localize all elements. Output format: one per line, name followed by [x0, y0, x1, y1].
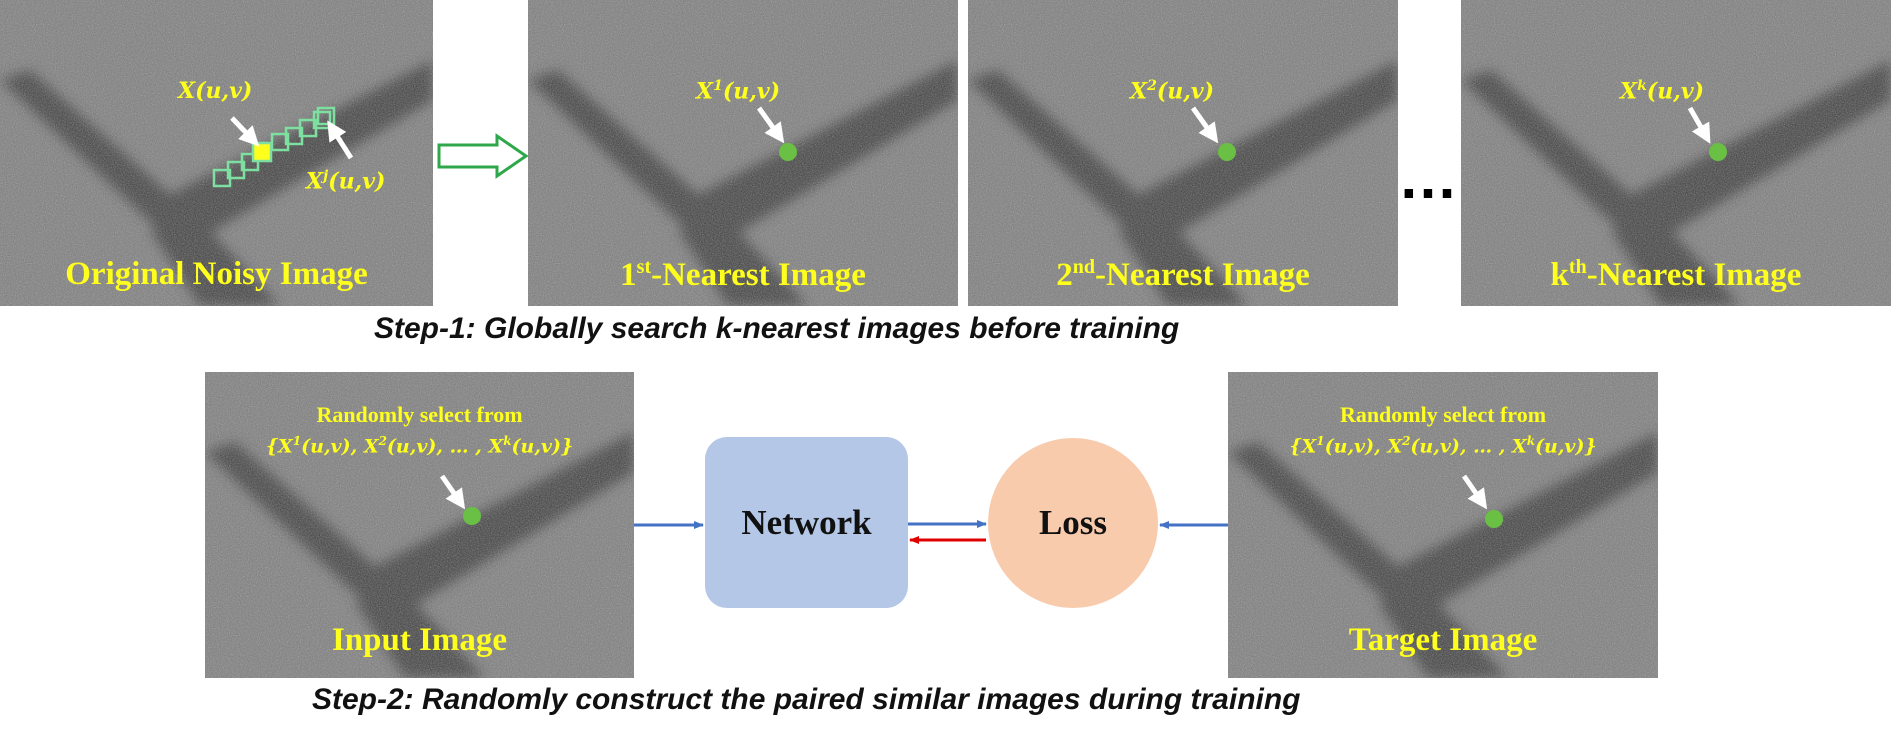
- target-set-notation: {X1(u,v), X2(u,v), … , Xk(u,v)}: [1289, 434, 1597, 458]
- nearest-k-panel: Xk(u,v) kth-Nearest Image: [1461, 0, 1891, 306]
- sar-scene: [0, 0, 433, 306]
- sar-scene: [528, 0, 958, 306]
- original-noisy-image-label: Original Noisy Image: [65, 256, 368, 292]
- nearest-2-label: 2nd-Nearest Image: [1056, 256, 1310, 293]
- sar-scene: [205, 372, 634, 678]
- sar-scene: [1228, 372, 1658, 678]
- sar-scene: [1461, 0, 1891, 306]
- step-2-caption: Step-2: Randomly construct the paired si…: [312, 683, 1301, 716]
- target-select-text: Randomly select from: [1339, 402, 1547, 427]
- input-image-panel: Randomly select from {X1(u,v), X2(u,v), …: [205, 372, 634, 678]
- target-image-panel: Randomly select from {X1(u,v), X2(u,v), …: [1228, 372, 1658, 678]
- step-1-caption: Step-1: Globally search k-nearest images…: [374, 312, 1180, 345]
- nearest-1-panel: X1(u,v) 1st-Nearest Image: [528, 0, 958, 306]
- xj-uv-label: Xj(u,v): [306, 168, 386, 195]
- input-image-label: Input Image: [331, 622, 508, 658]
- nearest-2-panel: X2(u,v) 2nd-Nearest Image: [968, 0, 1398, 306]
- hollow-arrow: [437, 133, 529, 179]
- loss-circle: Loss: [988, 438, 1158, 608]
- x1-uv-label: X1(u,v): [696, 78, 781, 105]
- input-set-notation: {X1(u,v), X2(u,v), … , Xk(u,v)}: [265, 434, 574, 458]
- x2-uv-label: X2(u,v): [1130, 78, 1215, 105]
- input-select-text: Randomly select from: [316, 402, 523, 427]
- sar-scene: [968, 0, 1398, 306]
- network-box: Network: [705, 437, 908, 608]
- ellipsis: …: [1398, 144, 1462, 211]
- x-uv-label: X(u,v): [178, 78, 253, 104]
- network-label: Network: [741, 502, 872, 542]
- target-image-label: Target Image: [1348, 622, 1538, 658]
- xk-uv-label: Xk(u,v): [1620, 78, 1705, 105]
- nearest-1-label: 1st-Nearest Image: [620, 256, 866, 293]
- original-noisy-image-panel: X(u,v) Xj(u,v) Original Noisy Image: [0, 0, 433, 306]
- nearest-k-label: kth-Nearest Image: [1550, 256, 1802, 293]
- loss-label: Loss: [1038, 503, 1108, 542]
